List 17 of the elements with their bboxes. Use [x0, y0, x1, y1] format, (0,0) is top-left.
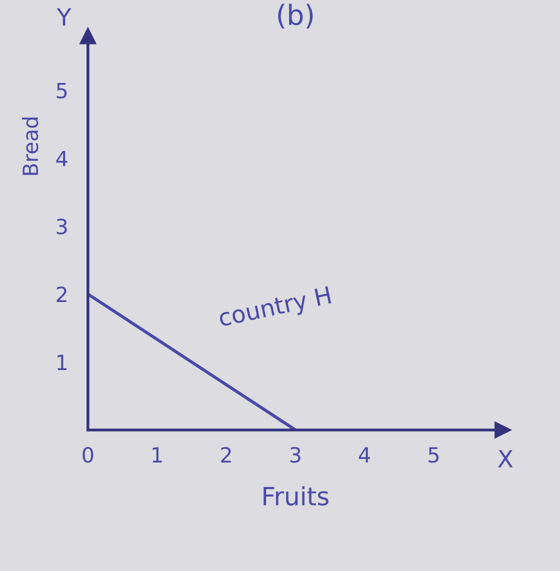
chart-title: (b)	[278, 4, 313, 29]
x-axis-title: Fruits	[264, 486, 328, 506]
x-tick-label: 1	[152, 447, 162, 462]
x-tick-label: 5	[428, 447, 439, 463]
y-axis-title: Bread	[22, 118, 38, 175]
text: X	[498, 450, 513, 468]
y-tick-label: 1	[58, 354, 67, 370]
y-tick-label: 5	[56, 83, 67, 99]
y-tick-label: 2	[56, 286, 66, 302]
y-tick-label: 3	[56, 218, 67, 234]
x-tick-label: 2	[221, 446, 231, 462]
annotation: country H	[218, 286, 332, 332]
x-tick-label: 4	[358, 447, 370, 462]
x-tick-label: 3	[290, 446, 300, 463]
y-tick-label: 4	[56, 150, 68, 166]
x-tick-label: 0	[82, 446, 94, 463]
text: Y	[56, 8, 72, 26]
